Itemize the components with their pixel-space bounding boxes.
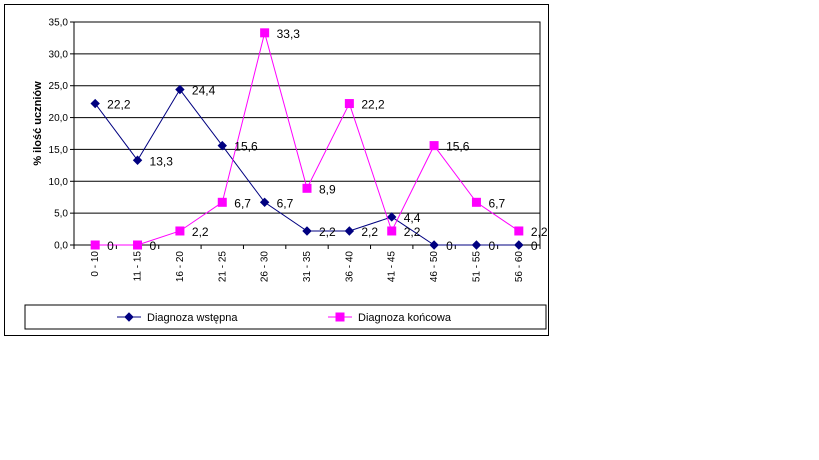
x-tick-label: 11 - 15: [133, 251, 144, 282]
data-point-marker: [302, 226, 312, 236]
data-point-marker: [259, 197, 270, 208]
data-label: 22,2: [107, 98, 131, 112]
data-point-marker: [471, 240, 482, 250]
data-label: 0: [446, 239, 453, 253]
data-point-marker: [132, 155, 143, 165]
plot-area: [74, 22, 540, 245]
data-point-marker: [429, 141, 439, 151]
x-tick-label: 16 - 20: [175, 251, 186, 283]
y-tick-label: 25,0: [49, 81, 69, 92]
x-tick-label: 41 - 45: [387, 251, 398, 283]
data-point-marker: [260, 28, 270, 38]
data-point-marker: [387, 226, 397, 236]
data-label: 6,7: [234, 196, 251, 210]
data-point-marker: [90, 240, 100, 250]
data-point-marker: [175, 226, 185, 236]
data-point-marker: [335, 312, 345, 322]
legend-entry-label: Diagnoza wstępna: [147, 312, 238, 324]
x-tick-label: 46 - 50: [429, 251, 440, 283]
data-point-marker: [344, 99, 354, 109]
y-tick-label: 5,0: [54, 209, 68, 220]
x-tick-label: 56 - 60: [514, 251, 525, 283]
plot-background: [74, 22, 540, 245]
x-tick-labels: 0 - 10 11 - 15 16 - 20 21 - 25 26 - 30 31 - 3…: [73, 245, 541, 283]
legend-box: [24, 304, 547, 330]
legend: Diagnoza wstępna Diagnoza końcowa: [24, 304, 547, 330]
data-label: 13,3: [150, 154, 174, 168]
axes: [73, 21, 541, 246]
x-tick-label: 51 - 55: [471, 251, 482, 283]
plot-border: [73, 21, 541, 246]
y-tick-label: 30,0: [49, 49, 69, 60]
data-label: 15,6: [446, 140, 470, 154]
data-point-marker: [471, 197, 481, 207]
data-point-marker: [133, 240, 143, 250]
data-label: 0: [150, 239, 157, 253]
data-point-marker: [344, 226, 355, 236]
y-tick-label: 0,0: [54, 241, 68, 252]
data-point-marker: [302, 183, 312, 193]
data-label: 2,2: [531, 225, 548, 239]
data-label: 15,6: [234, 140, 258, 154]
data-label: 22,2: [361, 98, 385, 112]
data-point-marker: [124, 312, 134, 322]
data-label: 0: [107, 239, 114, 253]
x-tick-label: 0 - 10: [90, 251, 101, 277]
data-point-marker: [217, 197, 227, 207]
y-tick-label: 15,0: [49, 145, 69, 156]
y-tick-label: 20,0: [49, 113, 69, 124]
data-point-marker: [90, 98, 100, 109]
data-point-marker: [514, 240, 524, 250]
y-axis-label: % ilość uczniów: [32, 81, 44, 166]
data-label: 2,2: [319, 225, 336, 239]
y-tick-label: 35,0: [49, 18, 69, 29]
data-label: 0: [531, 239, 538, 253]
series-group: [90, 28, 524, 250]
data-label: 33,3: [277, 27, 301, 41]
data-point-marker: [217, 140, 227, 151]
x-tick-label: 36 - 40: [344, 251, 355, 283]
data-label: 24,4: [192, 84, 216, 98]
data-point-marker: [514, 226, 524, 236]
chart-frame: 0,0 5,0 10,0 15,0 20,0 25,0 30,0 35,0 0 - 10 11 …: [4, 4, 549, 336]
data-label: 2,2: [192, 225, 209, 239]
data-label: 0: [488, 239, 495, 253]
data-labels: 22,213,324,415,66,72,2 2,24,40 0 00 02,26,73…: [107, 27, 548, 253]
data-label: 4,4: [404, 211, 421, 225]
data-point-marker: [387, 212, 397, 222]
x-tick-label: 26 - 30: [260, 251, 271, 283]
x-tick-label: 21 - 25: [217, 251, 228, 283]
data-label: 6,7: [277, 196, 294, 210]
y-tick-label: 10,0: [49, 177, 69, 188]
legend-entry-label: Diagnoza końcowa: [358, 312, 452, 324]
y-tick-labels: 0,0 5,0 10,0 15,0 20,0 25,0 30,0 35,0: [49, 18, 69, 252]
data-point-marker: [429, 240, 439, 250]
data-point-marker: [175, 84, 185, 95]
data-label: 2,2: [361, 225, 378, 239]
line-chart: 0,0 5,0 10,0 15,0 20,0 25,0 30,0 35,0 0 - 10 11 …: [24, 18, 548, 330]
data-label: 8,9: [319, 182, 336, 196]
data-label: 2,2: [404, 225, 421, 239]
x-tick-label: 31 - 35: [302, 251, 313, 283]
data-label: 6,7: [488, 196, 505, 210]
